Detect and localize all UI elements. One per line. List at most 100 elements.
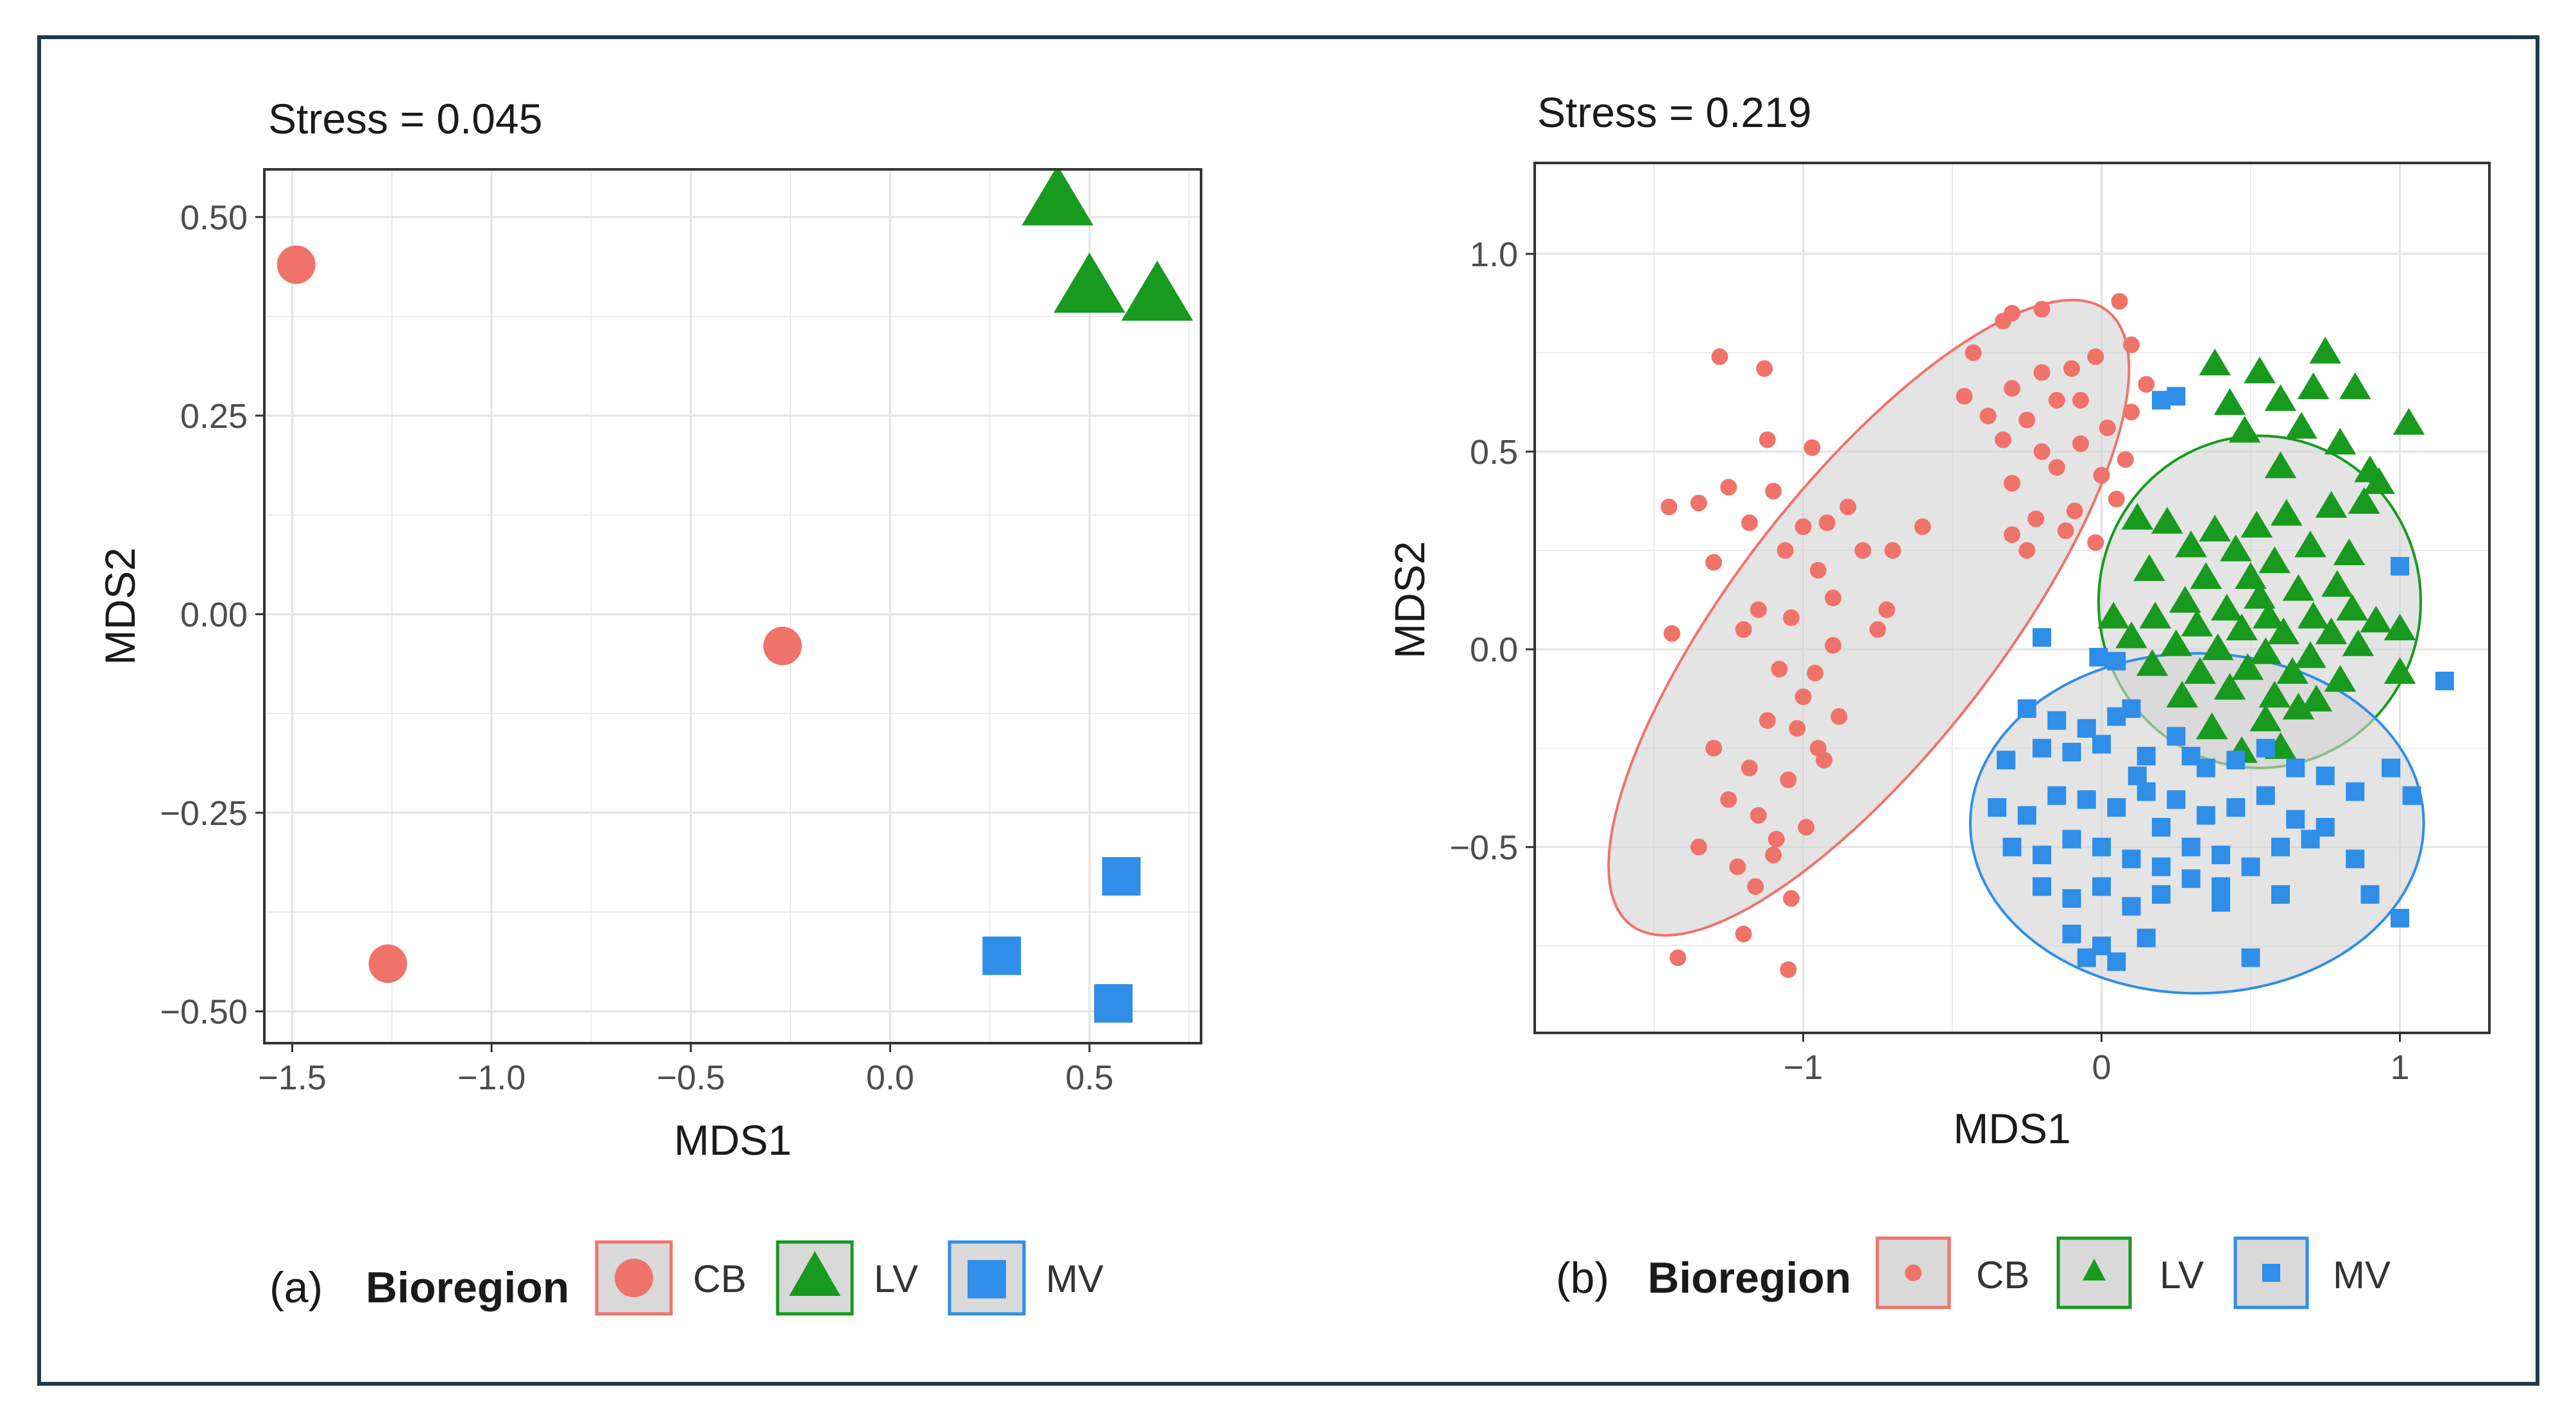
legend-b-lv-marker [2083,1259,2106,1281]
point-mv [2152,885,2171,904]
point-cb [1756,360,1773,377]
legend-b-cb-marker [1905,1264,1922,1281]
point-cb [2093,466,2110,484]
point-lv [2282,574,2315,601]
point-mv [2062,830,2081,849]
point-lv [1053,252,1125,313]
point-mv [2047,711,2067,730]
point-lv [2297,372,2330,400]
point-mv [2391,557,2409,576]
point-mv [2077,790,2096,809]
legend-b-cb-label: CB [1976,1254,2029,1297]
figure-frame [37,35,2539,1386]
point-mv [2360,885,2380,904]
point-mv [2017,699,2036,719]
point-lv [2285,412,2317,439]
point-mv [2391,908,2409,928]
point-cb [1729,858,1746,876]
panel-a-xtick-label: 0.0 [866,1059,914,1097]
panel-b-stress: Stress = 0.219 [1537,89,1811,136]
point-cb [2027,510,2045,527]
point-mv [2033,738,2051,758]
point-cb [1750,601,1767,618]
point-lv [1121,260,1193,321]
point-cb [1735,925,1752,942]
point-mv [2382,758,2401,778]
legend-a-cb-label: CB [693,1257,746,1300]
point-cb [1995,312,2012,330]
point-mv [2256,738,2275,758]
point-cb [1914,518,1931,536]
point-lv [2213,388,2246,415]
point-lv [2136,649,2169,676]
point-cb [1780,771,1797,788]
point-lv [2315,617,2348,645]
point-mv [2167,387,2186,406]
point-lv [2097,602,2129,629]
point-cb [1816,751,1833,769]
point-mv [2092,837,2111,856]
point-cb [1711,348,1728,366]
point-lv [2139,602,2171,629]
point-lv [2363,467,2395,495]
point-lv [2151,507,2183,534]
point-cb [1759,712,1776,729]
point-lv [2115,621,2147,649]
point-mv [2167,727,2186,746]
point-lv [2282,692,2315,720]
panel-a-points [277,169,1193,1023]
point-lv [2348,487,2380,514]
point-mv [2122,849,2141,869]
point-cb [1705,740,1722,757]
point-mv [2107,952,2126,971]
panel-a-xtick-label: 0.5 [1066,1059,1114,1097]
point-mv [2122,699,2141,719]
point-cb [2048,459,2065,476]
point-cb [1854,542,1872,559]
point-cb [2123,336,2140,353]
point-cb [1798,819,1815,836]
point-mv [2033,628,2051,647]
point-cb [1750,807,1767,824]
point-mv [2256,786,2275,805]
point-mv [2226,751,2246,770]
point-mv [2316,766,2335,785]
point-lv [2294,531,2326,557]
panel-b-ytick-label: 0.5 [1470,433,1518,472]
point-cb [2123,404,2140,421]
panel-a-ytick-label: 0.25 [180,397,248,436]
point-mv [1094,984,1133,1023]
panel-b-plot-border [1533,162,2491,1034]
point-cb [2072,391,2089,409]
point-cb [1795,518,1812,536]
point-mv [2181,747,2201,766]
point-cb [2072,435,2089,452]
panel-a-xtick-label: −1.0 [457,1059,526,1097]
point-lv [2166,681,2198,708]
point-mv [982,936,1021,975]
legend-a-lv-marker [789,1251,840,1296]
point-mv [2137,782,2156,801]
point-mv [2346,849,2365,869]
panel-a-ylabel: MDS2 [96,547,144,665]
legend-a-mv-label: MV [1046,1257,1104,1300]
point-mv [2002,837,2022,856]
point-mv [2286,810,2305,829]
point-mv [2167,790,2186,809]
point-cb [1807,665,1824,682]
point-cb [2048,391,2065,409]
point-lv [2309,337,2342,364]
point-cb [1768,830,1785,847]
point-cb [1830,708,1848,725]
panel-a-legend: (a) Bioregion CB LV MV [269,1240,1104,1316]
panel-a-legend-label: (a) [269,1263,323,1312]
point-mv [2152,817,2171,837]
point-cb [1747,878,1764,895]
point-lv [2276,657,2308,684]
point-mv [2077,948,2096,967]
panel-a-stress: Stress = 0.045 [268,95,542,142]
point-mv [2033,877,2051,896]
point-cb [2057,522,2074,540]
point-mv [2152,857,2171,876]
